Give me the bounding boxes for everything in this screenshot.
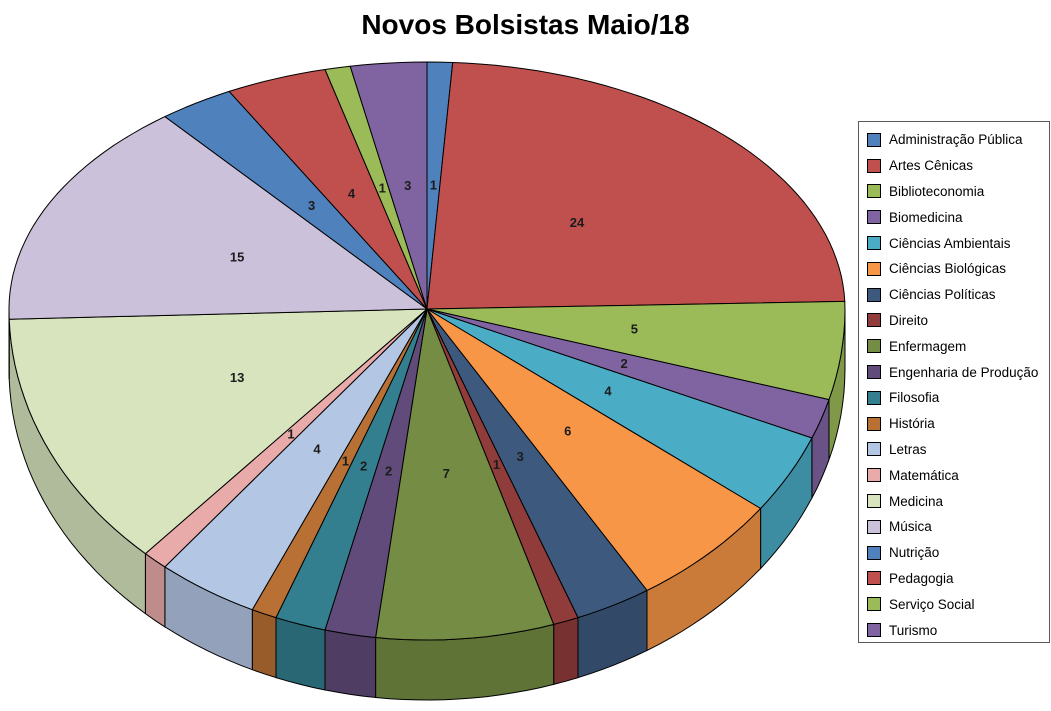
legend-swatch: [867, 184, 881, 199]
legend-item-turismo[interactable]: Turismo: [859, 617, 1049, 643]
chart-title: Novos Bolsistas Maio/18: [361, 9, 690, 40]
legend-label: Nutrição: [889, 545, 940, 561]
slice-value-label-engenharia-de-producao: 2: [385, 464, 392, 479]
legend-item-artes-cenicas[interactable]: Artes Cênicas: [859, 153, 1049, 179]
legend-swatch: [867, 597, 881, 612]
legend-item-ciencias-politicas[interactable]: Ciências Políticas: [859, 282, 1049, 308]
pie-slice-medicina[interactable]: [8, 308, 428, 555]
slice-value-label-historia: 1: [342, 453, 349, 468]
legend-item-filosofia[interactable]: Filosofia: [859, 385, 1049, 411]
legend-label: Biomedicina: [889, 209, 963, 225]
slice-value-label-ciencias-politicas: 3: [517, 449, 524, 464]
legend-item-letras[interactable]: Letras: [859, 437, 1049, 463]
pie-slice-turismo[interactable]: [349, 61, 428, 310]
legend-item-pedagogia[interactable]: Pedagogia: [859, 566, 1049, 592]
legend-label: Artes Cênicas: [889, 158, 974, 174]
legend-label: Medicina: [889, 493, 944, 509]
legend-item-historia[interactable]: História: [859, 411, 1049, 437]
legend-label: Administração Pública: [889, 132, 1023, 148]
legend-label: Pedagogia: [889, 570, 954, 586]
legend-swatch: [867, 494, 881, 509]
pie-slice-ciencias-politicas[interactable]: [426, 308, 648, 619]
legend-label: Ciências Biológicas: [889, 261, 1007, 277]
slice-value-label-biomedicina: 2: [620, 356, 627, 371]
pie-slice-ciencias-biologicas[interactable]: [426, 308, 762, 591]
legend-label: Letras: [889, 441, 927, 457]
slice-value-label-letras: 4: [313, 442, 321, 457]
slice-value-label-filosofia: 2: [360, 459, 367, 474]
slice-value-label-administracao-publica: 1: [430, 178, 437, 193]
slice-value-label-nutricao: 3: [308, 198, 315, 213]
legend-item-musica[interactable]: Música: [859, 514, 1049, 540]
slice-value-label-musica: 15: [230, 249, 244, 264]
pie-slice-artes-cenicas[interactable]: [426, 62, 846, 310]
legend-label: Engenharia de Produção: [889, 364, 1039, 380]
legend-swatch: [867, 236, 881, 251]
legend-swatch: [867, 468, 881, 483]
pie-slice-ciencias-ambientais[interactable]: [426, 308, 813, 509]
legend-label: Biblioteconomia: [889, 183, 985, 199]
legend-item-nutricao[interactable]: Nutrição: [859, 540, 1049, 566]
pie-slice-nutricao[interactable]: [164, 90, 428, 310]
slice-value-label-medicina: 13: [230, 370, 244, 385]
legend-item-matematica[interactable]: Matemática: [859, 462, 1049, 488]
legend-label: Ciências Políticas: [889, 287, 996, 303]
legend-item-ciencias-biologicas[interactable]: Ciências Biológicas: [859, 256, 1049, 282]
slice-value-label-ciencias-ambientais: 4: [604, 384, 612, 399]
pie-slice-biblioteconomia[interactable]: [426, 300, 846, 401]
slice-value-label-servico-social: 1: [379, 180, 386, 195]
legend-swatch: [867, 210, 881, 225]
pie-slice-musica[interactable]: [8, 116, 428, 320]
legend-item-ciencias-ambientais[interactable]: Ciências Ambientais: [859, 230, 1049, 256]
legend-item-engenharia-de-producao[interactable]: Engenharia de Produção: [859, 359, 1049, 385]
legend-swatch: [867, 261, 881, 276]
legend-swatch: [867, 365, 881, 380]
legend-item-direito[interactable]: Direito: [859, 308, 1049, 334]
slice-value-label-biblioteconomia: 5: [631, 321, 638, 336]
legend-label: Direito: [889, 312, 929, 328]
legend-label: Filosofia: [889, 390, 940, 406]
legend-swatch: [867, 339, 881, 354]
pie-slice-enfermagem[interactable]: [375, 308, 555, 641]
legend-label: Enfermagem: [889, 338, 967, 354]
legend-swatch: [867, 416, 881, 431]
slice-value-label-ciencias-biologicas: 6: [564, 423, 571, 438]
legend-item-biomedicina[interactable]: Biomedicina: [859, 204, 1049, 230]
legend-label: Matemática: [889, 467, 959, 483]
legend-item-medicina[interactable]: Medicina: [859, 488, 1049, 514]
legend-label: Ciências Ambientais: [889, 235, 1011, 251]
pie-slice-pedagogia[interactable]: [228, 69, 428, 310]
legend-swatch: [867, 313, 881, 328]
slice-value-label-pedagogia: 4: [348, 186, 356, 201]
legend-swatch: [867, 287, 881, 302]
legend-swatch: [867, 623, 881, 638]
legend-item-servico-social[interactable]: Serviço Social: [859, 591, 1049, 617]
legend-swatch: [867, 158, 881, 173]
chart-legend: Administração Pública Artes Cênicas Biblio…: [858, 121, 1050, 643]
slice-value-label-direito: 1: [493, 457, 500, 472]
pie-slice-letras[interactable]: [164, 308, 428, 611]
legend-item-enfermagem[interactable]: Enfermagem: [859, 333, 1049, 359]
slice-value-label-turismo: 3: [404, 178, 411, 193]
legend-item-administracao-publica[interactable]: Administração Pública: [859, 127, 1049, 153]
legend-swatch: [867, 390, 881, 405]
legend-swatch: [867, 545, 881, 560]
legend-label: Música: [889, 519, 932, 535]
legend-label: Serviço Social: [889, 596, 975, 612]
legend-swatch: [867, 519, 881, 534]
slice-value-label-artes-cenicas: 24: [570, 215, 585, 230]
legend-item-biblioteconomia[interactable]: Biblioteconomia: [859, 179, 1049, 205]
pie-slice-side-historia: [251, 608, 277, 679]
legend-label: História: [889, 416, 935, 432]
legend-label: Turismo: [889, 622, 938, 638]
legend-swatch: [867, 571, 881, 586]
slice-value-label-matematica: 1: [287, 427, 294, 442]
pie-slice-side-direito: [553, 616, 579, 686]
pie-slice-side-engenharia-de-producao: [324, 629, 377, 699]
slice-value-label-enfermagem: 7: [443, 466, 450, 481]
legend-swatch: [867, 132, 881, 147]
legend-swatch: [867, 442, 881, 457]
